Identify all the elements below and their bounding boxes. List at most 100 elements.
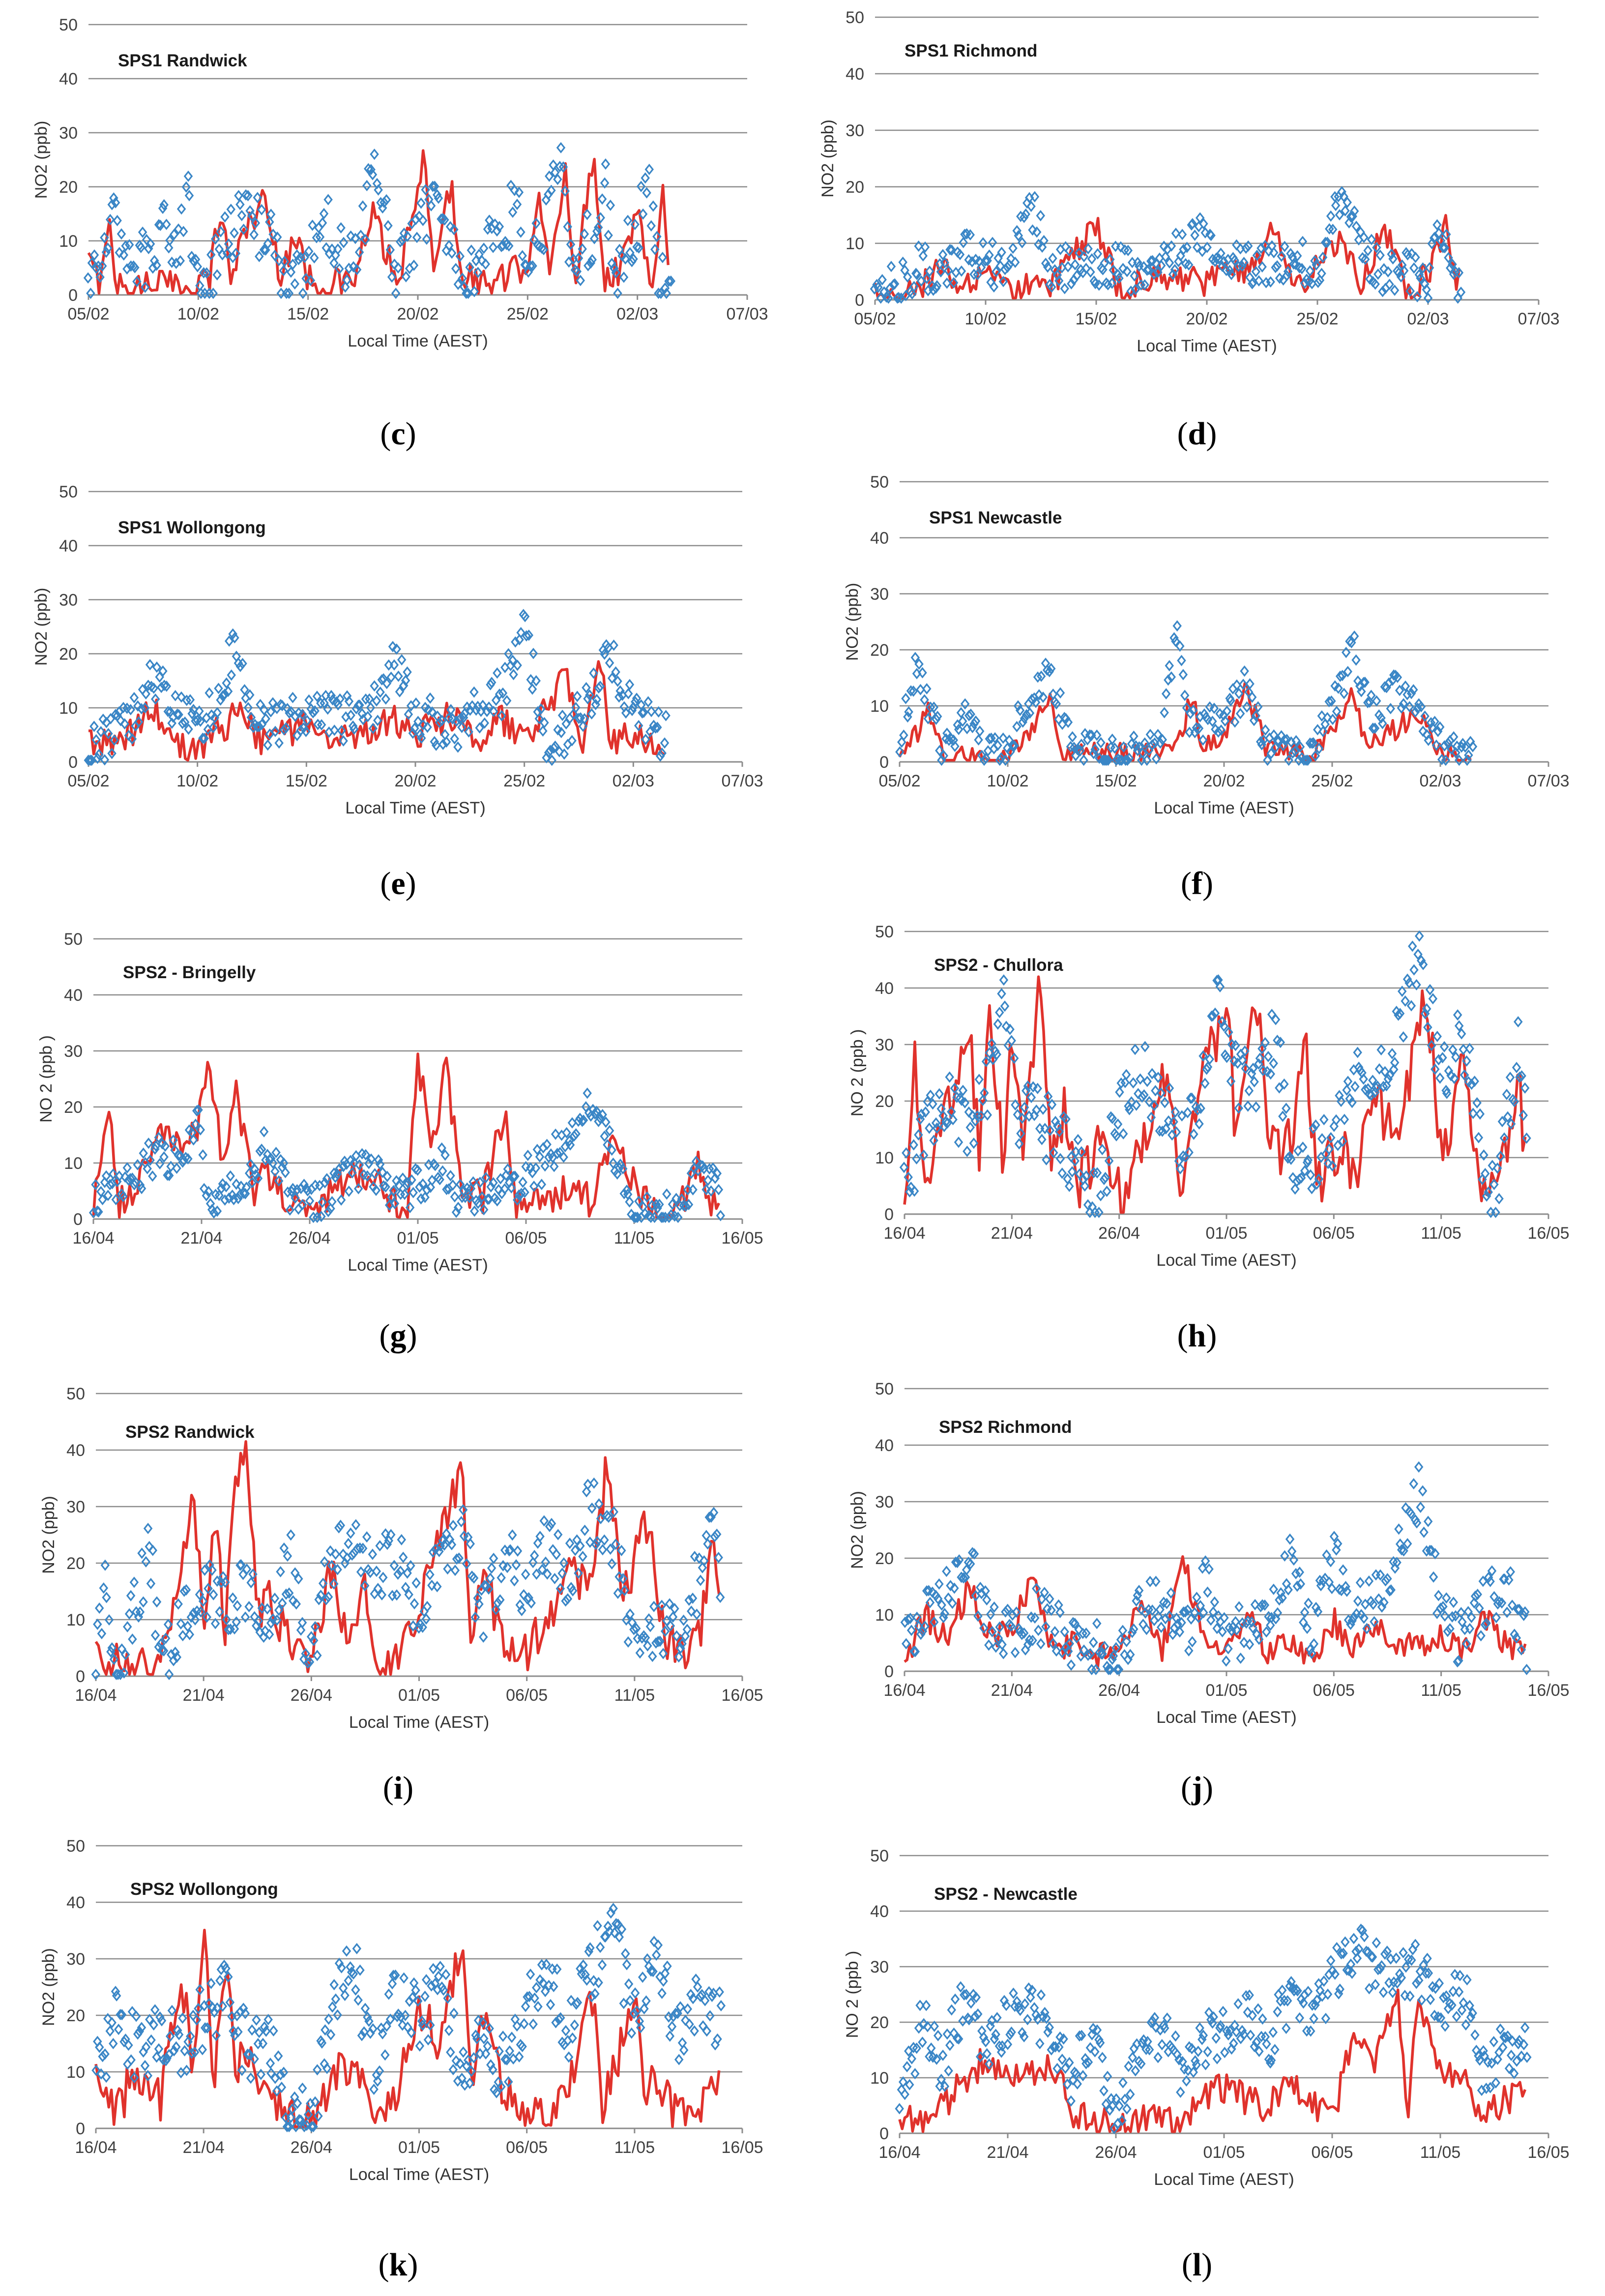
observed-point — [516, 226, 525, 238]
y-tick-label: 20 — [66, 1554, 85, 1573]
observed-point — [1430, 1548, 1440, 1560]
observed-point — [291, 2121, 301, 2133]
observed-point — [233, 1600, 242, 1612]
observed-point — [1018, 716, 1027, 728]
x-tick-label: 16/05 — [1527, 2143, 1569, 2162]
observed-point — [162, 2053, 172, 2064]
observed-point — [1415, 930, 1424, 942]
observed-point — [1488, 1160, 1497, 1171]
observed-point — [1416, 1501, 1425, 1513]
y-tick-label: 50 — [870, 1847, 889, 1865]
observed-point — [96, 2068, 106, 2080]
observed-point — [276, 2069, 285, 2081]
observed-point — [1376, 1044, 1386, 1056]
observed-point — [1520, 1606, 1530, 1618]
observed-point — [95, 2041, 104, 2053]
observed-point — [1124, 753, 1134, 764]
observed-point — [592, 694, 602, 705]
observed-point — [895, 2103, 904, 2115]
observed-point — [489, 1177, 498, 1189]
observed-point — [224, 238, 233, 250]
observed-point — [658, 1212, 668, 1223]
observed-point — [173, 708, 182, 720]
observed-point — [238, 2003, 248, 2014]
chart-title: SPS2 - Chullora — [934, 956, 1063, 975]
observed-point — [259, 1126, 269, 1137]
observed-point — [212, 707, 222, 719]
observed-point — [1100, 1641, 1109, 1653]
observed-point — [658, 1648, 668, 1659]
observed-point — [965, 1558, 975, 1570]
observed-point — [684, 1199, 694, 1211]
observed-point — [1220, 2047, 1229, 2059]
observed-point — [266, 2067, 276, 2079]
observed-point — [1111, 2093, 1121, 2105]
observed-point — [1312, 259, 1321, 271]
observed-point — [537, 1564, 547, 1575]
observed-point — [192, 2014, 202, 2026]
y-tick-label: 0 — [73, 1210, 83, 1229]
observed-point — [483, 1193, 493, 1205]
observed-point — [1216, 2020, 1226, 2032]
observed-point — [1126, 285, 1136, 297]
observed-point — [1409, 964, 1419, 976]
observed-point — [614, 691, 624, 703]
observed-point — [292, 1184, 302, 1195]
y-tick-label: 50 — [64, 930, 83, 949]
observed-point — [1017, 1628, 1027, 1640]
observed-point — [947, 244, 957, 256]
observed-point — [606, 200, 615, 211]
observed-point — [1390, 1057, 1400, 1069]
observed-point — [1211, 2032, 1221, 2044]
observed-point — [457, 722, 467, 733]
observed-point — [1273, 735, 1282, 747]
observed-point — [1230, 716, 1240, 728]
observed-point — [999, 974, 1009, 986]
x-axis-title: Local Time (AEST) — [348, 1256, 488, 1275]
observed-point — [902, 1147, 911, 1159]
x-tick-label: 11/05 — [1420, 2143, 1461, 2162]
observed-point — [981, 2036, 991, 2048]
observed-point — [496, 1173, 505, 1185]
observed-point — [1329, 1531, 1339, 1542]
observed-point — [1291, 735, 1301, 747]
y-tick-label: 0 — [884, 1662, 894, 1681]
observed-point — [1020, 712, 1029, 724]
observed-point — [985, 249, 994, 261]
observed-point — [407, 2027, 416, 2038]
observed-point — [515, 634, 524, 645]
observed-point — [100, 2048, 110, 2060]
x-tick-label: 05/02 — [878, 772, 920, 790]
observed-point — [247, 1177, 257, 1189]
x-tick-label: 06/05 — [1313, 1681, 1355, 1700]
observed-point — [274, 255, 284, 266]
observed-point — [1068, 731, 1077, 743]
observed-point — [559, 748, 569, 760]
observed-point — [318, 217, 327, 229]
observed-point — [145, 659, 155, 670]
observed-point — [1276, 1037, 1285, 1048]
observed-point — [1051, 698, 1061, 710]
observed-point — [172, 1163, 181, 1174]
observed-point — [642, 1191, 652, 1203]
observed-point — [1132, 1099, 1141, 1111]
observed-point — [1279, 740, 1288, 752]
observed-point — [364, 2015, 374, 2027]
observed-point — [302, 2120, 312, 2131]
observed-point — [1224, 1026, 1233, 1038]
observed-point — [1209, 2011, 1218, 2023]
observed-point — [1146, 1111, 1156, 1123]
observed-point — [157, 1644, 167, 1656]
observed-point — [1374, 1063, 1384, 1075]
observed-point — [1144, 2044, 1154, 2056]
observed-point — [1033, 1082, 1042, 1094]
observed-point — [128, 1633, 137, 1645]
observed-point — [1085, 2042, 1095, 2054]
observed-point — [375, 1159, 385, 1170]
observed-point — [1134, 1088, 1143, 1100]
observed-point — [945, 2039, 955, 2051]
observed-point — [704, 1511, 714, 1523]
observed-point — [1306, 1644, 1315, 1656]
observed-point — [396, 2011, 406, 2023]
